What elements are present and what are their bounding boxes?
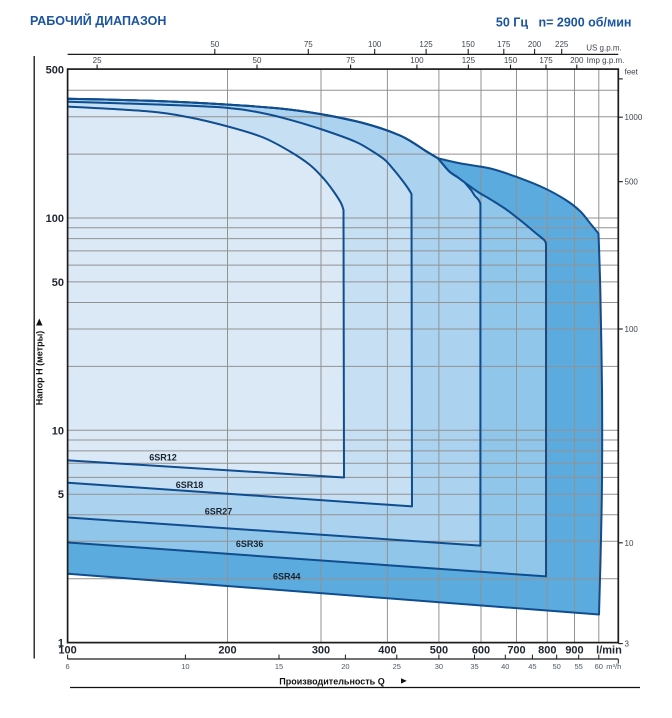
svg-text:50: 50	[210, 40, 219, 49]
svg-text:10: 10	[52, 425, 64, 437]
svg-text:900: 900	[565, 645, 583, 657]
svg-text:30: 30	[435, 662, 443, 671]
svg-text:150: 150	[462, 40, 476, 49]
svg-text:35: 35	[470, 662, 478, 671]
svg-text:225: 225	[555, 40, 569, 49]
svg-text:40: 40	[501, 662, 509, 671]
svg-text:300: 300	[312, 645, 330, 657]
svg-text:Imp g.p.m.: Imp g.p.m.	[587, 56, 625, 65]
svg-text:5: 5	[58, 489, 64, 501]
svg-text:500: 500	[430, 645, 448, 657]
svg-text:100: 100	[58, 645, 76, 657]
svg-text:100: 100	[625, 325, 639, 334]
svg-text:Напор Н (метры): Напор Н (метры)	[35, 331, 45, 406]
svg-text:6SR44: 6SR44	[273, 571, 301, 581]
svg-text:125: 125	[462, 56, 476, 65]
svg-text:50: 50	[253, 56, 262, 65]
svg-text:50: 50	[52, 277, 64, 289]
svg-text:6SR18: 6SR18	[176, 480, 204, 490]
svg-text:6SR36: 6SR36	[236, 539, 264, 549]
svg-text:25: 25	[393, 662, 401, 671]
svg-text:800: 800	[538, 645, 556, 657]
svg-text:60: 60	[595, 662, 603, 671]
svg-text:50 Гц n= 2900 об/мин: 50 Гц n= 2900 об/мин	[496, 16, 632, 30]
svg-text:20: 20	[341, 662, 349, 671]
svg-text:75: 75	[304, 40, 313, 49]
svg-text:700: 700	[507, 645, 525, 657]
svg-text:175: 175	[539, 56, 553, 65]
svg-text:175: 175	[497, 40, 511, 49]
svg-text:50: 50	[553, 662, 561, 671]
svg-text:150: 150	[504, 56, 518, 65]
svg-text:200: 200	[218, 645, 236, 657]
svg-text:125: 125	[419, 40, 433, 49]
svg-text:1000: 1000	[625, 113, 643, 122]
svg-text:500: 500	[46, 65, 64, 77]
svg-text:25: 25	[93, 56, 102, 65]
svg-text:feet: feet	[625, 68, 639, 77]
svg-text:1: 1	[58, 638, 64, 650]
svg-text:l/min: l/min	[596, 645, 622, 657]
svg-text:6SR27: 6SR27	[205, 507, 233, 517]
svg-text:m³/h: m³/h	[606, 662, 621, 671]
svg-text:3: 3	[625, 640, 630, 649]
svg-text:100: 100	[368, 40, 382, 49]
svg-text:600: 600	[472, 645, 490, 657]
svg-text:10: 10	[181, 662, 189, 671]
svg-text:500: 500	[625, 178, 639, 187]
svg-text:10: 10	[625, 539, 634, 548]
svg-text:200: 200	[528, 40, 542, 49]
svg-text:200: 200	[570, 56, 584, 65]
svg-text:45: 45	[528, 662, 536, 671]
svg-text:РАБОЧИЙ ДИАПАЗОН: РАБОЧИЙ ДИАПАЗОН	[30, 13, 166, 28]
svg-text:6SR12: 6SR12	[149, 452, 177, 462]
svg-text:400: 400	[378, 645, 396, 657]
svg-text:100: 100	[46, 213, 64, 225]
svg-text:55: 55	[575, 662, 583, 671]
svg-text:US g.p.m.: US g.p.m.	[586, 44, 622, 53]
svg-text:15: 15	[275, 662, 283, 671]
svg-text:100: 100	[410, 56, 424, 65]
svg-text:Производительность Q: Производительность Q	[279, 677, 384, 687]
svg-text:6: 6	[66, 662, 70, 671]
svg-text:75: 75	[346, 56, 355, 65]
